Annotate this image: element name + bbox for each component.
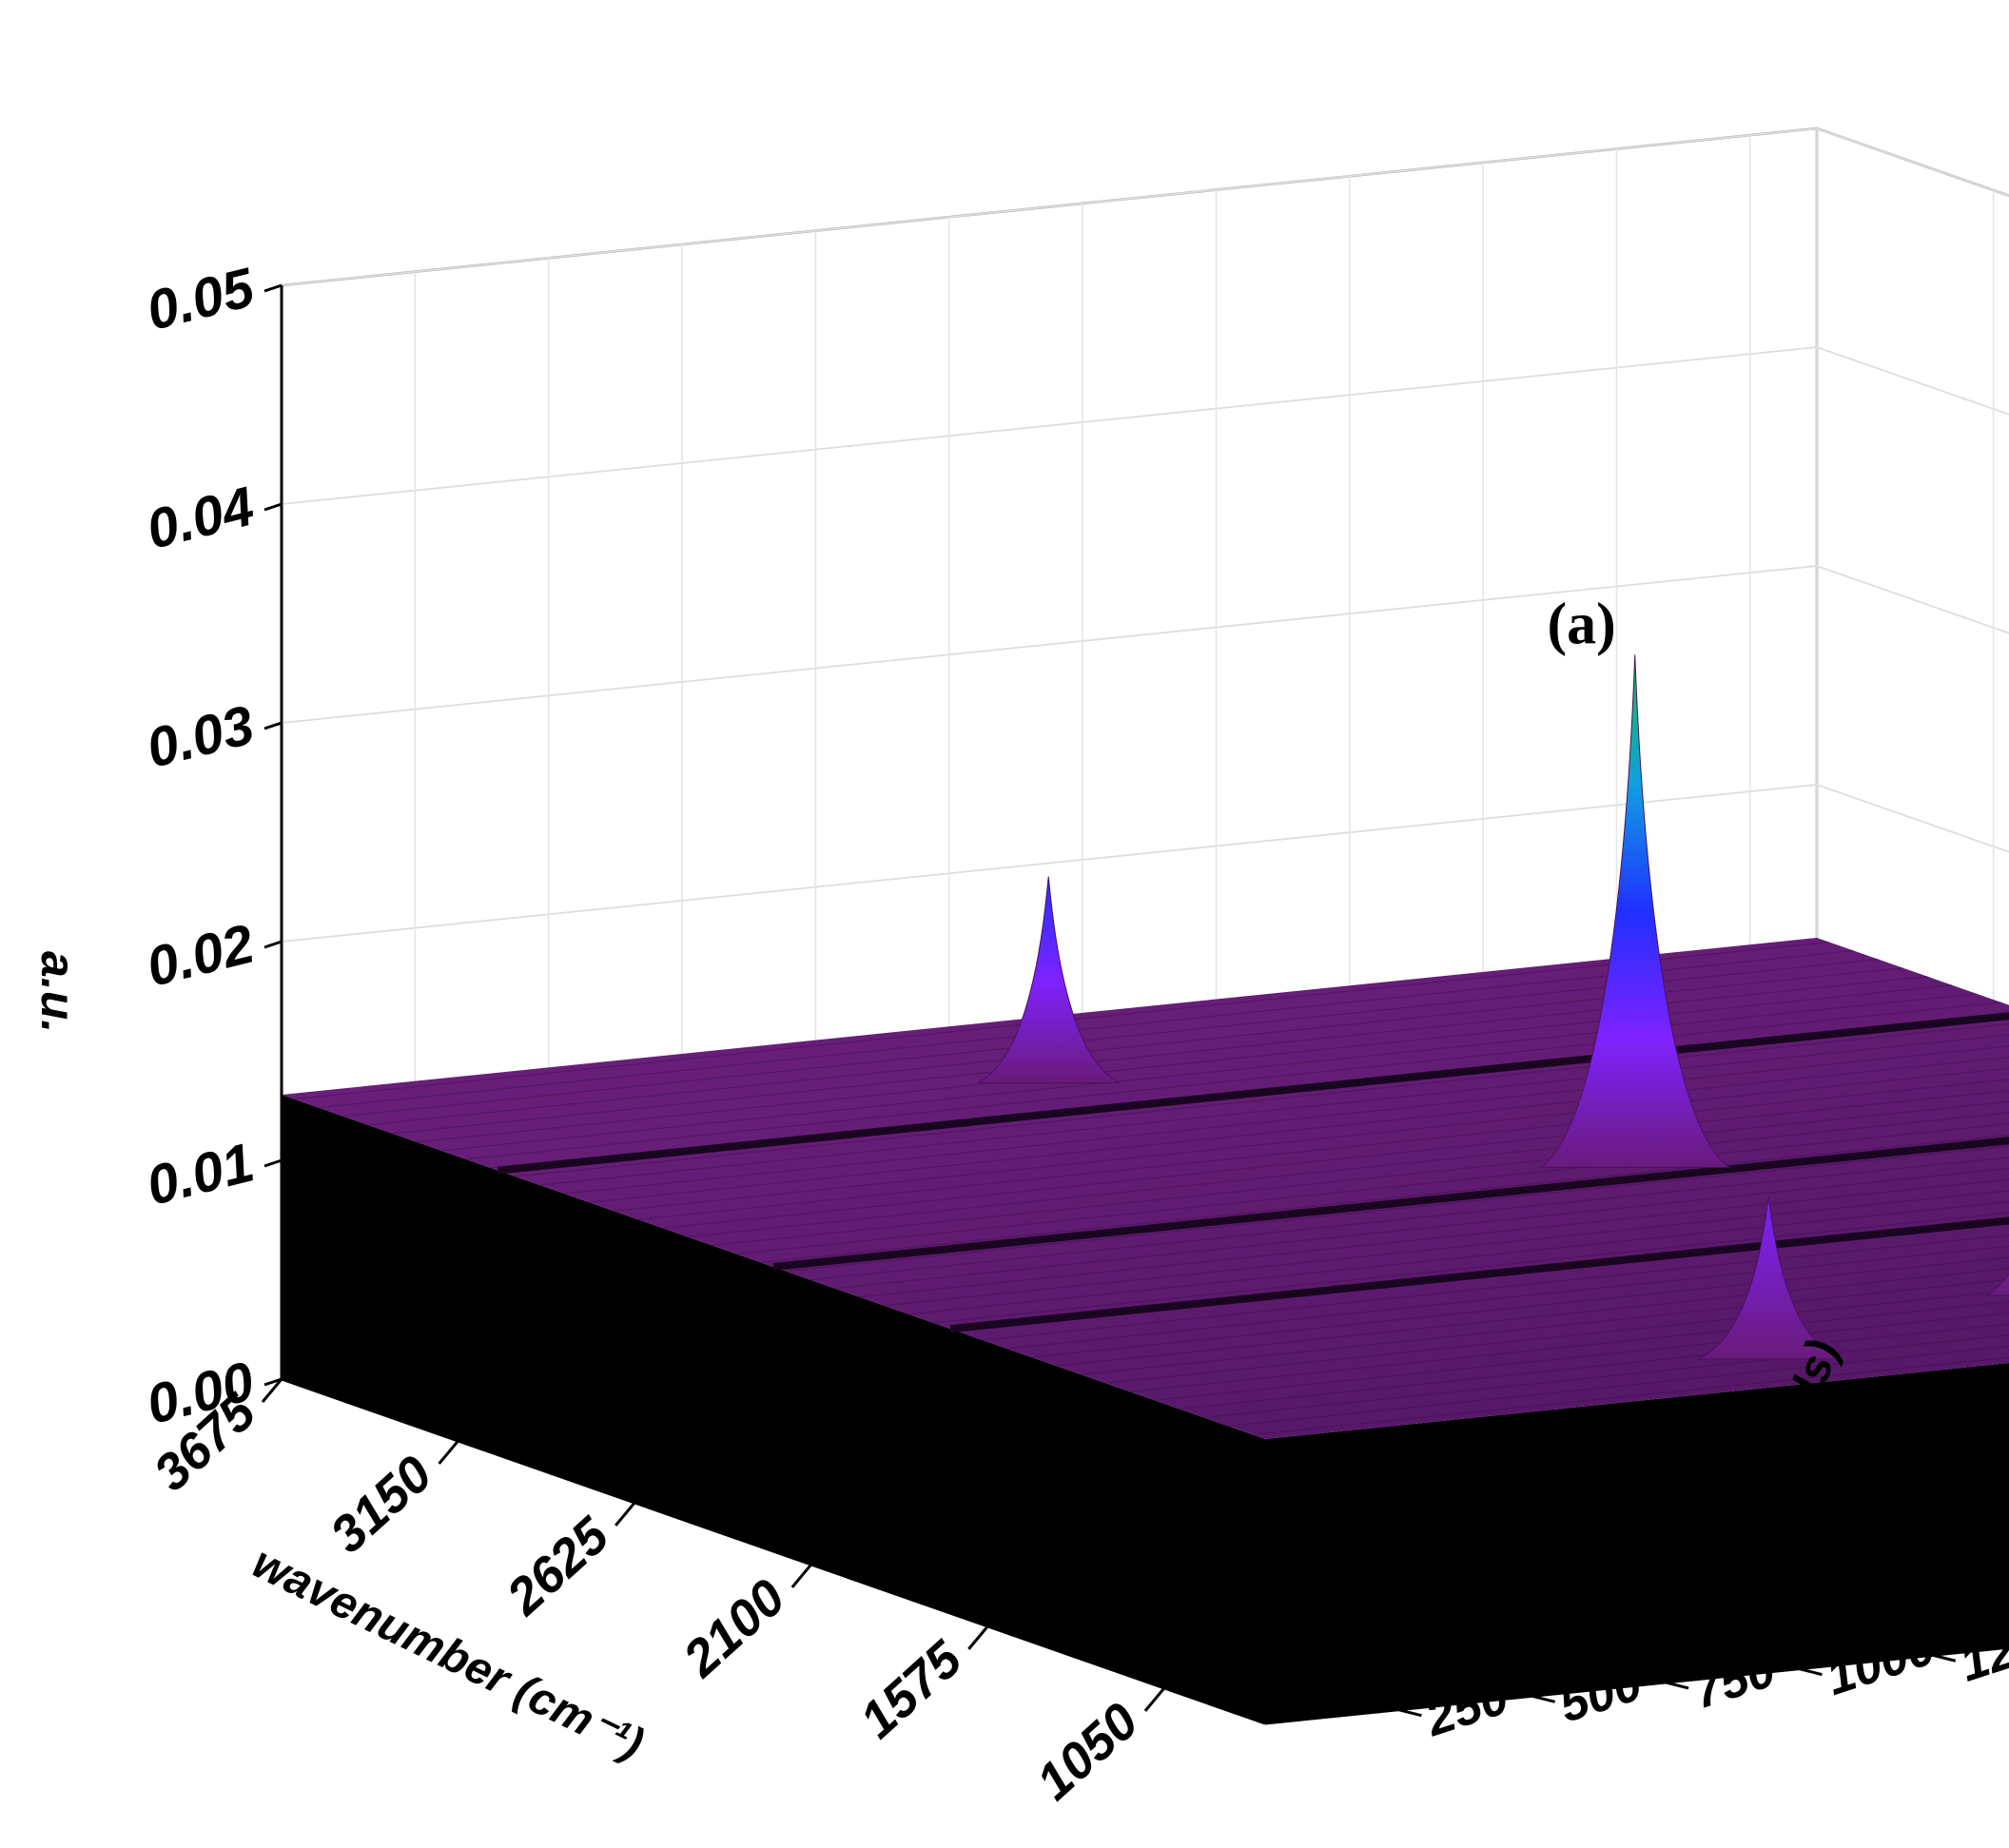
surface-side-face xyxy=(1265,1363,2009,1723)
surface-ridge xyxy=(662,1089,2009,1229)
surface-ridge xyxy=(1056,1268,2009,1367)
z-tick xyxy=(263,721,283,730)
surface-ridge xyxy=(1253,1356,2009,1436)
surface-ridge xyxy=(465,1002,2001,1160)
peak-0 xyxy=(1539,654,1731,1168)
surface-ridge xyxy=(834,1167,2009,1290)
z-tick-label: 0.04 xyxy=(141,476,260,561)
x-tick xyxy=(261,1378,283,1403)
surface-ridge xyxy=(589,1056,2009,1203)
surface-ridge xyxy=(1129,1301,2009,1392)
surface-front-face xyxy=(282,1095,1265,1723)
z-tick-label: 0.01 xyxy=(141,1132,260,1217)
surface-ridge xyxy=(809,1157,2009,1281)
surface-ridge xyxy=(613,1067,2009,1212)
x-tick-label: 1575 xyxy=(849,1630,973,1750)
surface-channel xyxy=(949,1216,2009,1333)
surface-ridge xyxy=(982,1234,2009,1341)
z-axis-title: a.u. xyxy=(31,951,85,1033)
surface-ridge xyxy=(1104,1290,2009,1384)
surface-ridge xyxy=(637,1079,2009,1220)
x-tick-label: 2625 xyxy=(496,1507,620,1626)
peak-4 xyxy=(1697,1196,1841,1360)
surface-ridge xyxy=(908,1200,2009,1315)
x-tick-label: 2100 xyxy=(673,1568,796,1688)
surface-ridge xyxy=(392,976,1928,1135)
surface-channel xyxy=(497,1012,2009,1175)
time-axis-line xyxy=(1264,1645,2009,1725)
surface-ridge xyxy=(1031,1256,2009,1358)
z-tick xyxy=(263,283,283,293)
surface-ridge xyxy=(539,1034,2009,1186)
z-tick-label: 0.05 xyxy=(141,256,261,342)
z-tick xyxy=(263,1377,283,1387)
peak-3 xyxy=(977,876,1121,1084)
x-tick-label: 1050 xyxy=(1026,1692,1149,1811)
z-tick-label: 0.03 xyxy=(141,694,260,780)
surface-channel xyxy=(772,1137,2009,1271)
surface-ridge xyxy=(1203,1334,2009,1418)
peak-2 xyxy=(1985,1273,2009,1296)
surface-ridge xyxy=(440,993,1978,1152)
surface-ridge xyxy=(884,1190,2009,1307)
surface-ridge xyxy=(1154,1312,2009,1401)
surface-ridge xyxy=(859,1178,2009,1298)
x-tick xyxy=(967,1624,989,1650)
peak-label: (a) xyxy=(1547,592,1615,656)
z-tick xyxy=(263,940,283,949)
surface-ridge xyxy=(687,1100,2009,1237)
x-tick-label: 3150 xyxy=(320,1445,442,1564)
x-axis-line xyxy=(281,1377,1266,1725)
surface-ridge xyxy=(785,1145,2009,1273)
surface-ridge xyxy=(564,1045,2009,1195)
x-tick xyxy=(790,1563,812,1588)
z-tick xyxy=(263,1158,283,1168)
surface-ridge xyxy=(1228,1345,2009,1428)
surface-ridge xyxy=(318,949,1854,1109)
x-tick xyxy=(1143,1686,1166,1712)
surface-ridge xyxy=(1179,1323,2009,1410)
surface-ridge xyxy=(712,1112,2009,1246)
z-tick xyxy=(263,502,283,512)
peaks: (a)(b)(a) xyxy=(977,592,2009,1360)
surface-ridge xyxy=(515,1022,2009,1177)
surface xyxy=(282,938,2009,1723)
x-tick xyxy=(614,1501,636,1527)
surface-ridge xyxy=(1081,1278,2009,1375)
x-tick xyxy=(438,1440,459,1465)
surface-ridge xyxy=(736,1123,2009,1255)
surface-ridge xyxy=(761,1134,2009,1264)
surface-ridge xyxy=(932,1212,2009,1324)
z-tick-label: 0.02 xyxy=(141,913,260,999)
surface-ridge xyxy=(417,984,1953,1143)
